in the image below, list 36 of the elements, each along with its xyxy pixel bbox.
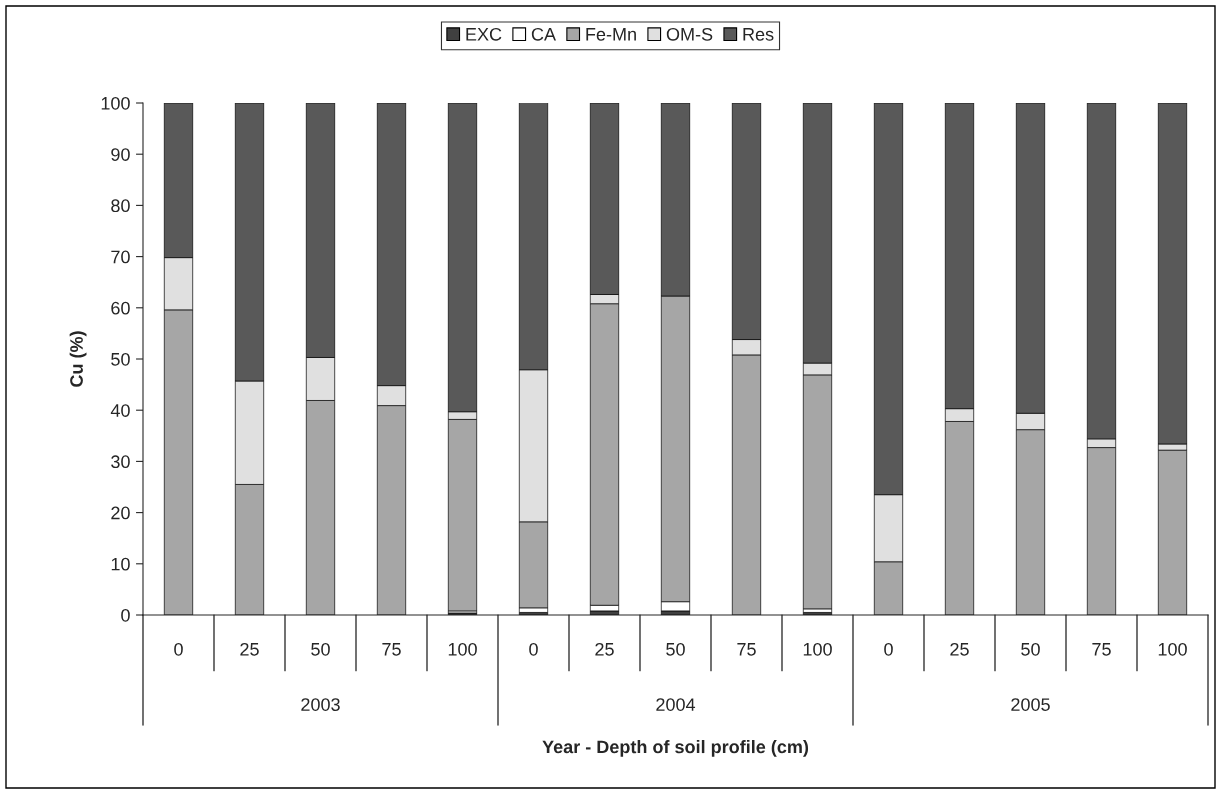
y-tick-label: 30 — [111, 455, 130, 469]
x-tick-label: 25 — [950, 642, 969, 656]
x-tick-label: 100 — [1158, 642, 1187, 656]
y-tick-label: 20 — [111, 506, 130, 520]
x-tick-label: 75 — [1092, 643, 1111, 656]
x-axis-title: Year - Depth of soil profile (cm) — [542, 740, 809, 757]
legend-label: EXC — [466, 27, 502, 41]
x-tick-label: 0 — [884, 642, 893, 656]
x-tick-label: 0 — [529, 642, 538, 656]
x-tick-label: 75 — [382, 643, 401, 656]
x-tick-label: 100 — [803, 642, 832, 656]
x-tick-label: 50 — [666, 642, 685, 656]
x-tick-label: 0 — [174, 642, 183, 656]
y-tick-label: 0 — [121, 608, 130, 622]
x-tick-label: 75 — [737, 643, 756, 656]
y-tick-label: 90 — [111, 148, 130, 161]
y-tick-label: 60 — [111, 301, 130, 315]
text: 2004 — [656, 698, 696, 711]
text: 2003 — [301, 698, 340, 711]
y-axis-title: Cu (%) — [69, 331, 87, 387]
y-tick-label: 100 — [101, 96, 130, 110]
x-tick-label: 50 — [1021, 642, 1040, 656]
y-tick-label: 40 — [110, 404, 130, 417]
legend-label: Fe-Mn — [586, 28, 636, 41]
y-tick-label: 50 — [111, 352, 130, 366]
y-tick-label: 80 — [111, 199, 130, 213]
x-tick-label: 25 — [240, 642, 259, 656]
x-tick-label: 50 — [311, 642, 330, 656]
x-tick-label: 25 — [595, 642, 614, 656]
legend-label: OM-S — [666, 27, 713, 41]
x-tick-label: 100 — [448, 642, 477, 656]
legend-label: Res — [743, 28, 774, 41]
y-tick-label: 70 — [111, 250, 130, 264]
y-tick-label: 10 — [111, 557, 130, 571]
legend-label: CA — [531, 27, 556, 41]
text: 2005 — [1011, 698, 1050, 711]
